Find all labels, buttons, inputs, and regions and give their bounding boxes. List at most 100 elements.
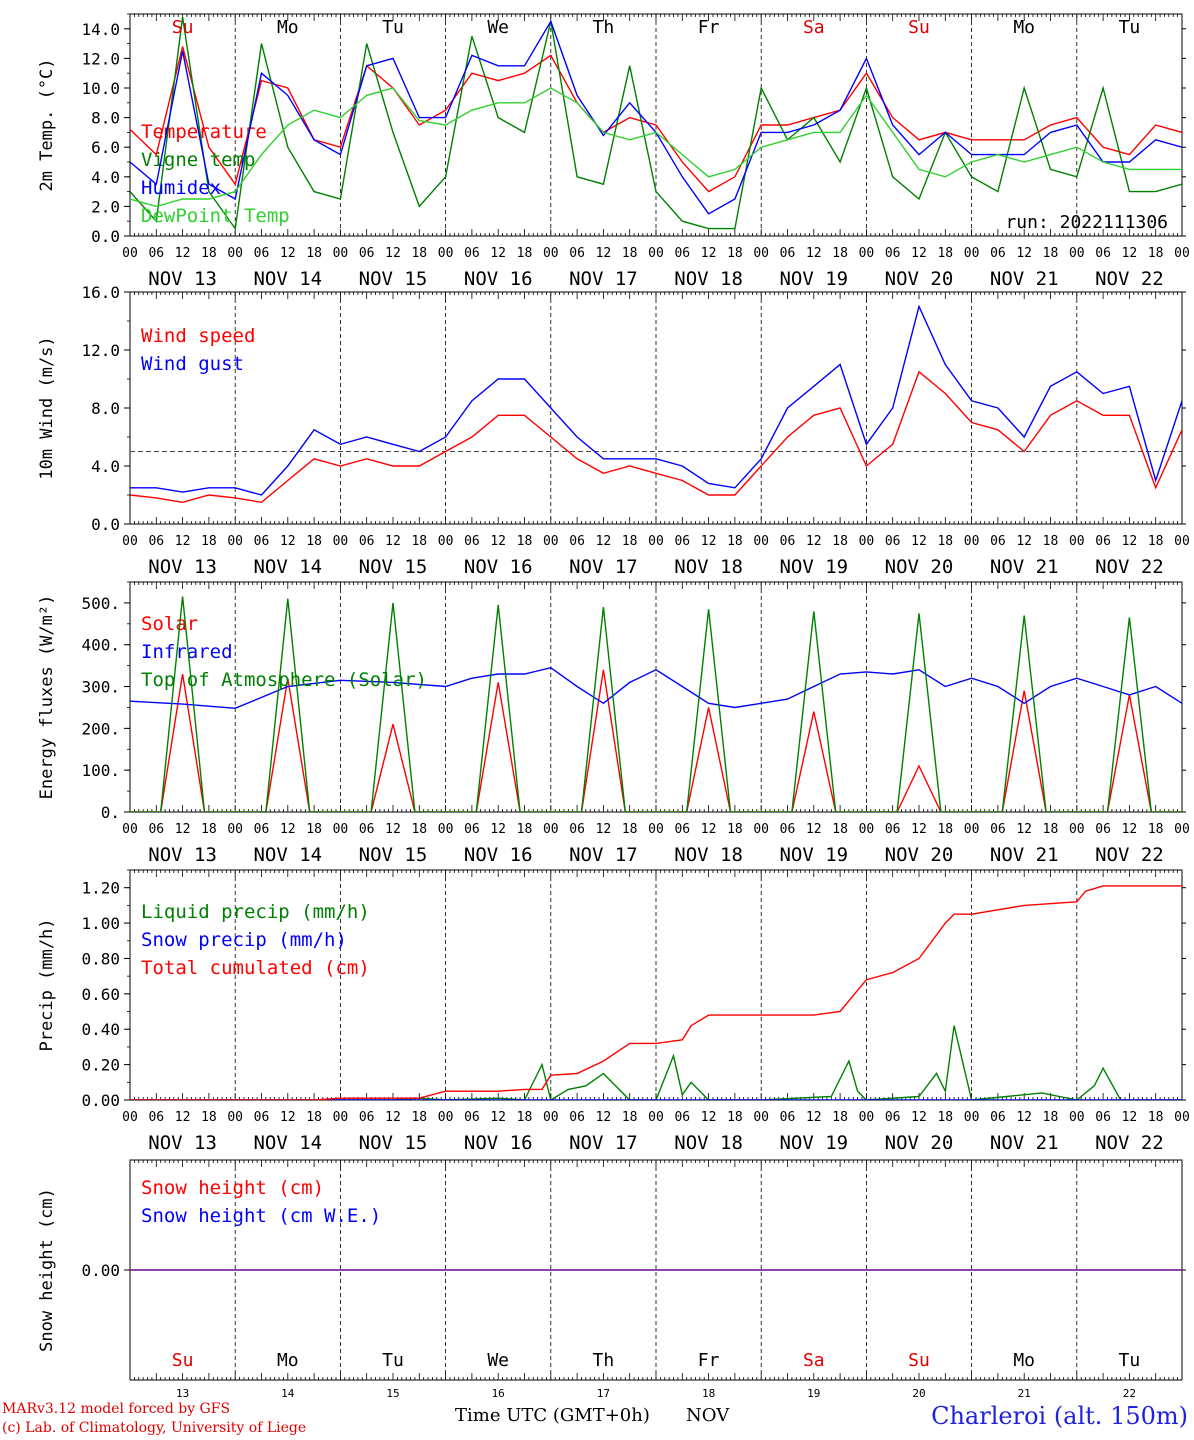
hour-tick-label: 00 xyxy=(1069,1110,1085,1125)
hour-tick-label: 12 xyxy=(280,1110,296,1125)
series-line xyxy=(130,885,1182,1100)
date-label: NOV 13 xyxy=(148,844,217,866)
y-tick-label: 0.60 xyxy=(81,985,120,1004)
hour-tick-label: 18 xyxy=(201,246,217,261)
hour-tick-label: 12 xyxy=(701,534,717,549)
date-label: NOV 19 xyxy=(779,268,848,290)
hour-tick-label: 00 xyxy=(227,822,243,837)
hour-tick-label: 18 xyxy=(727,1110,743,1125)
weekday-label: Tu xyxy=(382,17,404,38)
hour-tick-label: 00 xyxy=(543,822,559,837)
y-tick-label: 2.0 xyxy=(91,197,120,216)
hour-tick-label: 06 xyxy=(148,246,164,261)
hour-tick-label: 00 xyxy=(333,822,349,837)
legend-entry: Total cumulated (cm) xyxy=(141,957,370,979)
date-label: NOV 16 xyxy=(464,844,533,866)
hour-tick-label: 12 xyxy=(1122,822,1138,837)
hour-tick-label: 18 xyxy=(622,534,638,549)
weekday-label: We xyxy=(487,1350,509,1371)
hour-tick-label: 00 xyxy=(753,1110,769,1125)
hour-tick-label: 06 xyxy=(359,534,375,549)
hour-tick-label: 12 xyxy=(911,534,927,549)
y-tick-label: 400. xyxy=(81,636,120,655)
hour-tick-label: 06 xyxy=(148,534,164,549)
hour-tick-label: 18 xyxy=(411,822,427,837)
hour-tick-label: 18 xyxy=(517,246,533,261)
hour-tick-label: 18 xyxy=(411,246,427,261)
hour-tick-label: 12 xyxy=(1016,822,1032,837)
weekday-label: Sa xyxy=(803,1350,825,1371)
hour-tick-label: 06 xyxy=(254,1110,270,1125)
hour-tick-label: 06 xyxy=(359,822,375,837)
hour-tick-label: 12 xyxy=(385,1110,401,1125)
y-tick-label: 8.0 xyxy=(91,399,120,418)
hour-tick-label: 00 xyxy=(753,246,769,261)
hour-tick-label: 06 xyxy=(1095,1110,1111,1125)
hour-tick-label: 00 xyxy=(438,246,454,261)
hour-tick-label: 18 xyxy=(832,246,848,261)
date-label: NOV 20 xyxy=(885,268,954,290)
hour-tick-label: 06 xyxy=(780,822,796,837)
y-axis-label: Snow height (cm) xyxy=(37,1188,57,1352)
hour-tick-label: 06 xyxy=(885,246,901,261)
date-label: NOV 17 xyxy=(569,268,638,290)
hour-tick-label: 12 xyxy=(175,822,191,837)
date-label: NOV 16 xyxy=(464,1132,533,1154)
hour-tick-label: 00 xyxy=(333,534,349,549)
hour-tick-label: 00 xyxy=(648,246,664,261)
hour-tick-label: 00 xyxy=(859,1110,875,1125)
y-tick-label: 16.0 xyxy=(81,283,120,302)
hour-tick-label: 00 xyxy=(1174,1110,1190,1125)
hour-tick-label: 06 xyxy=(990,246,1006,261)
date-label: NOV 22 xyxy=(1095,844,1164,866)
hour-tick-label: 00 xyxy=(964,246,980,261)
hour-tick-label: 06 xyxy=(569,822,585,837)
panel-4: 0.00 0.20 0.40 0.60 0.80 1.00 1.20 Precip (mm/h… xyxy=(37,869,1190,1154)
date-label: NOV 13 xyxy=(148,556,217,578)
legend-entry: Top of Atmosphere (Solar) xyxy=(141,669,427,691)
day-number-label: 14 xyxy=(281,1387,295,1400)
day-number-label: 18 xyxy=(702,1387,715,1400)
series-line xyxy=(130,669,1182,812)
y-tick-label: 500. xyxy=(81,594,120,613)
hour-tick-label: 18 xyxy=(622,246,638,261)
hour-ticks xyxy=(129,292,1183,524)
hour-tick-label: 12 xyxy=(1122,1110,1138,1125)
hour-tick-label: 12 xyxy=(806,534,822,549)
weekday-label: Su xyxy=(908,1350,930,1371)
date-label: NOV 16 xyxy=(464,556,533,578)
hour-tick-label: 18 xyxy=(306,822,322,837)
date-label: NOV 22 xyxy=(1095,268,1164,290)
weekday-label: Tu xyxy=(382,1350,404,1371)
date-label: NOV 21 xyxy=(990,556,1059,578)
hour-tick-label: 18 xyxy=(727,534,743,549)
weekday-label: Sa xyxy=(803,17,825,38)
legend-entry: Liquid precip (mm/h) xyxy=(141,901,370,923)
hour-tick-label: 06 xyxy=(1095,246,1111,261)
hour-tick-label: 12 xyxy=(911,1110,927,1125)
hour-tick-label: 12 xyxy=(701,1110,717,1125)
y-tick-label: 1.20 xyxy=(81,879,120,898)
legend-entry: Snow height (cm) xyxy=(141,1177,324,1199)
hour-tick-label: 18 xyxy=(622,1110,638,1125)
day-number-label: 19 xyxy=(807,1387,820,1400)
y-tick-label: 300. xyxy=(81,678,120,697)
hour-tick-label: 06 xyxy=(254,246,270,261)
hour-tick-label: 00 xyxy=(122,822,138,837)
y-axis-label: 10m Wind (m/s) xyxy=(37,336,57,479)
hour-tick-label: 06 xyxy=(780,246,796,261)
hour-tick-label: 06 xyxy=(674,1110,690,1125)
hour-tick-label: 00 xyxy=(964,534,980,549)
y-tick-label: 0.0 xyxy=(91,227,120,246)
legend-entry: Humidex xyxy=(141,177,221,199)
legend-entry: Wind gust xyxy=(141,353,244,375)
hour-tick-label: 06 xyxy=(464,534,480,549)
hour-tick-label: 18 xyxy=(201,534,217,549)
hour-tick-label: 18 xyxy=(306,1110,322,1125)
hour-tick-label: 06 xyxy=(885,1110,901,1125)
day-number-label: 22 xyxy=(1123,1387,1136,1400)
hour-tick-label: 06 xyxy=(780,534,796,549)
hour-tick-label: 12 xyxy=(280,246,296,261)
hour-tick-label: 06 xyxy=(674,534,690,549)
x-axis-title: Time UTC (GMT+0h) xyxy=(455,1405,650,1426)
